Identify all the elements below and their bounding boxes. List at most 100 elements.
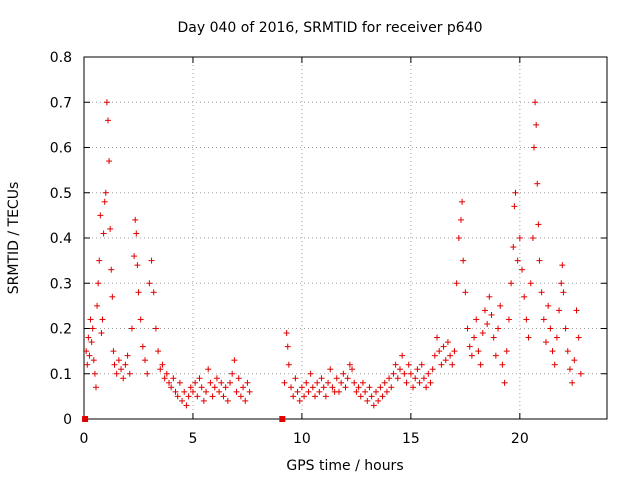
data-point: [92, 384, 99, 391]
data-point: [325, 379, 332, 386]
data-point: [392, 361, 399, 368]
data-point: [533, 121, 540, 128]
data-point: [425, 370, 432, 377]
data-point: [98, 330, 105, 337]
data-point: [203, 388, 210, 395]
data-point: [377, 384, 384, 391]
data-point: [144, 370, 151, 377]
data-point: [139, 343, 146, 350]
data-point: [84, 361, 91, 368]
data-point: [288, 384, 295, 391]
data-point: [240, 384, 247, 391]
data-point: [566, 366, 573, 373]
data-point: [316, 388, 323, 395]
data-point: [505, 316, 512, 323]
data-point: [357, 393, 364, 400]
data-point: [449, 361, 456, 368]
data-point: [549, 348, 556, 355]
data-point: [99, 316, 106, 323]
data-point: [118, 366, 125, 373]
data-point: [479, 330, 486, 337]
data-point: [519, 266, 526, 273]
data-point: [309, 384, 316, 391]
data-point: [333, 375, 340, 382]
data-point: [381, 379, 388, 386]
data-point: [438, 361, 445, 368]
data-point: [562, 325, 569, 332]
data-point: [132, 216, 139, 223]
data-point: [227, 379, 234, 386]
data-point: [307, 370, 314, 377]
data-point: [405, 361, 412, 368]
data-point: [521, 293, 528, 300]
data-point: [111, 361, 118, 368]
data-point: [109, 293, 116, 300]
data-point: [87, 316, 94, 323]
x-ticks: 0 5 10 15 20: [80, 57, 529, 447]
zero-marker: [279, 416, 286, 422]
data-point: [542, 339, 549, 346]
y-tick-label: 0.7: [50, 95, 72, 111]
data-point: [538, 289, 545, 296]
data-point: [192, 379, 199, 386]
data-point: [179, 397, 186, 404]
data-point: [329, 384, 336, 391]
data-point: [159, 361, 166, 368]
data-point: [362, 388, 369, 395]
data-point: [545, 302, 552, 309]
data-point: [163, 370, 170, 377]
y-tick-label: 0.2: [50, 322, 72, 338]
data-point: [294, 388, 301, 395]
data-point: [457, 216, 464, 223]
data-point: [115, 357, 122, 364]
data-point: [88, 339, 95, 346]
data-point: [303, 379, 310, 386]
data-point: [338, 379, 345, 386]
data-point: [388, 384, 395, 391]
data-point: [233, 388, 240, 395]
data-point: [577, 370, 584, 377]
data-point: [296, 397, 303, 404]
data-point: [560, 289, 567, 296]
data-point: [157, 366, 164, 373]
data-point: [511, 203, 518, 210]
data-point: [383, 388, 390, 395]
data-point: [571, 357, 578, 364]
x-tick-label: 5: [188, 431, 197, 447]
data-point: [205, 366, 212, 373]
data-point: [103, 99, 110, 106]
data-point: [320, 384, 327, 391]
data-point: [224, 397, 231, 404]
data-point: [464, 325, 471, 332]
data-point: [131, 253, 138, 260]
data-point: [510, 244, 517, 251]
data-point: [540, 316, 547, 323]
data-point: [412, 375, 419, 382]
data-point: [497, 302, 504, 309]
data-point: [242, 397, 249, 404]
data-point: [527, 280, 534, 287]
data-point: [292, 375, 299, 382]
data-point: [101, 198, 108, 205]
data-point: [508, 280, 515, 287]
data-point: [534, 180, 541, 187]
data-point: [529, 235, 536, 241]
data-point: [148, 257, 155, 264]
data-point: [514, 257, 521, 264]
y-tick-label: 0.8: [50, 50, 72, 66]
data-point: [301, 393, 308, 400]
data-point: [174, 393, 181, 400]
data-point: [340, 370, 347, 377]
data-point: [185, 393, 192, 400]
data-point: [459, 198, 466, 205]
data-point: [176, 379, 183, 386]
data-point: [373, 388, 380, 395]
data-point: [556, 307, 563, 314]
data-point: [181, 388, 188, 395]
data-point: [113, 370, 120, 377]
data-point: [492, 352, 499, 359]
chart-title: Day 040 of 2016, SRMTID for receiver p64…: [177, 20, 482, 36]
data-point: [559, 262, 566, 269]
data-point: [183, 402, 190, 409]
